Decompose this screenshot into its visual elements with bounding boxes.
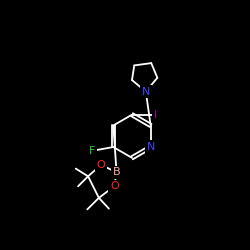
Text: F: F (88, 146, 95, 156)
Text: N: N (146, 142, 155, 152)
Text: I: I (154, 110, 157, 120)
Text: B: B (113, 168, 120, 177)
Text: N: N (142, 86, 150, 97)
Text: O: O (97, 160, 106, 170)
Text: O: O (110, 181, 119, 191)
